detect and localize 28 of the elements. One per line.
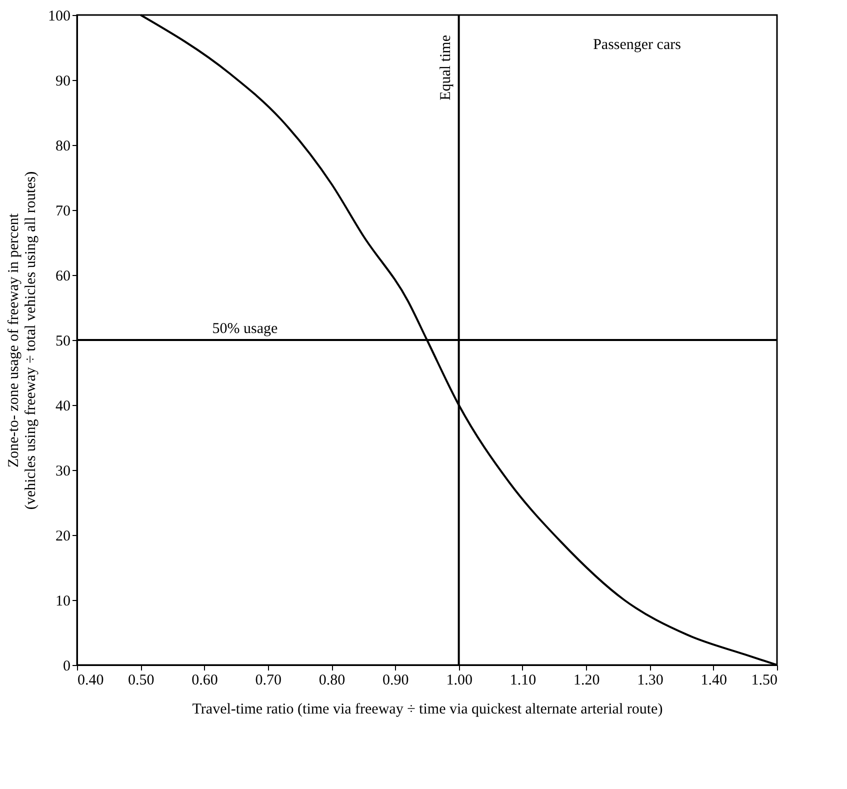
y-tick-label: 100 bbox=[48, 8, 70, 24]
x-tick-label: 0.90 bbox=[382, 672, 409, 688]
y-axis-title: Zone-to- zone usage of freeway in percent (vehicles using freeway ÷ total vehicles using all routes) bbox=[6, 171, 39, 510]
y-tick-label: 40 bbox=[56, 398, 70, 414]
x-tick-label: 1.00 bbox=[446, 672, 472, 688]
annotation: Passenger cars bbox=[593, 37, 682, 53]
y-tick-label: 90 bbox=[56, 74, 70, 90]
y-tick-label: 80 bbox=[56, 138, 70, 154]
y-tick-label: 30 bbox=[56, 464, 70, 480]
x-tick-label: 0.40 bbox=[78, 672, 104, 688]
x-tick-label: 0.50 bbox=[128, 672, 154, 688]
y-tick-label: 0 bbox=[63, 658, 70, 674]
x-tick-label: 0.80 bbox=[318, 672, 346, 688]
ref-line-label: 50% usage bbox=[212, 321, 278, 337]
y-tick-label: 70 bbox=[56, 204, 70, 220]
x-axis-title: Travel-time ratio (time via freeway ÷ time via quickest alternate arterial route) bbox=[192, 702, 663, 718]
y-tick-label: 10 bbox=[56, 594, 70, 610]
x-tick-label: 1.40 bbox=[700, 672, 727, 688]
y-tick-label: 60 bbox=[56, 268, 70, 284]
y-tick-label: 50 bbox=[56, 334, 70, 350]
ref-line-label: Equal time bbox=[438, 34, 454, 100]
y-tick-label: 20 bbox=[56, 528, 70, 544]
x-tick-label: 1.50 bbox=[751, 672, 778, 688]
x-tick-label: 1.30 bbox=[637, 672, 664, 688]
x-tick-label: 1.20 bbox=[573, 672, 600, 688]
x-tick-label: 0.60 bbox=[192, 672, 218, 688]
x-tick-label: 0.70 bbox=[255, 672, 282, 688]
x-tick-label: 1.10 bbox=[510, 672, 536, 688]
